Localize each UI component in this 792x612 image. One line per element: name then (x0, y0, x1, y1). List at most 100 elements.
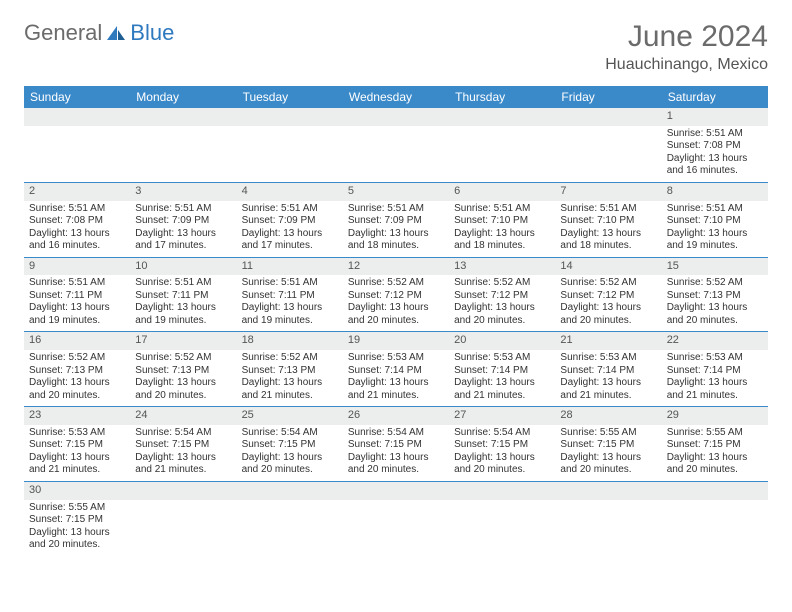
day-cell (343, 481, 449, 555)
day-number: 16 (24, 332, 130, 350)
sunset-line: Sunset: 7:15 PM (454, 439, 550, 452)
day-cell: 15Sunrise: 5:52 AMSunset: 7:13 PMDayligh… (662, 257, 768, 332)
col-saturday: Saturday (662, 86, 768, 108)
day-cell: 3Sunrise: 5:51 AMSunset: 7:09 PMDaylight… (130, 182, 236, 257)
day-number (130, 482, 236, 500)
day-number: 26 (343, 407, 449, 425)
sunset-line: Sunset: 7:08 PM (667, 140, 763, 153)
col-tuesday: Tuesday (237, 86, 343, 108)
daylight-line: Daylight: 13 hours and 18 minutes. (348, 228, 444, 253)
sunset-line: Sunset: 7:12 PM (560, 290, 656, 303)
daylight-line: Daylight: 13 hours and 20 minutes. (29, 527, 125, 552)
day-cell: 13Sunrise: 5:52 AMSunset: 7:12 PMDayligh… (449, 257, 555, 332)
sunrise-line: Sunrise: 5:52 AM (560, 277, 656, 290)
daylight-line: Daylight: 13 hours and 21 minutes. (242, 377, 338, 402)
day-cell: 14Sunrise: 5:52 AMSunset: 7:12 PMDayligh… (555, 257, 661, 332)
sunrise-line: Sunrise: 5:55 AM (29, 502, 125, 515)
day-cell: 11Sunrise: 5:51 AMSunset: 7:11 PMDayligh… (237, 257, 343, 332)
sunset-line: Sunset: 7:09 PM (135, 215, 231, 228)
day-number: 24 (130, 407, 236, 425)
day-number (237, 482, 343, 500)
sunrise-line: Sunrise: 5:55 AM (667, 427, 763, 440)
day-cell (237, 108, 343, 182)
week-row: 9Sunrise: 5:51 AMSunset: 7:11 PMDaylight… (24, 257, 768, 332)
location-label: Huauchinango, Mexico (605, 56, 768, 74)
day-cell (24, 108, 130, 182)
day-cell (662, 481, 768, 555)
sunset-line: Sunset: 7:15 PM (29, 439, 125, 452)
sunrise-line: Sunrise: 5:54 AM (135, 427, 231, 440)
sunrise-line: Sunrise: 5:51 AM (348, 203, 444, 216)
day-cell: 17Sunrise: 5:52 AMSunset: 7:13 PMDayligh… (130, 332, 236, 407)
brand-logo: General Blue (24, 20, 174, 46)
header: General Blue June 2024 Huauchinango, Mex… (24, 20, 768, 74)
daylight-line: Daylight: 13 hours and 18 minutes. (454, 228, 550, 253)
daylight-line: Daylight: 13 hours and 19 minutes. (667, 228, 763, 253)
day-number: 19 (343, 332, 449, 350)
week-row: 2Sunrise: 5:51 AMSunset: 7:08 PMDaylight… (24, 182, 768, 257)
sunrise-line: Sunrise: 5:54 AM (242, 427, 338, 440)
day-number: 7 (555, 183, 661, 201)
sunrise-line: Sunrise: 5:51 AM (242, 203, 338, 216)
daylight-line: Daylight: 13 hours and 16 minutes. (667, 153, 763, 178)
day-cell (449, 108, 555, 182)
sunrise-line: Sunrise: 5:52 AM (667, 277, 763, 290)
day-cell: 19Sunrise: 5:53 AMSunset: 7:14 PMDayligh… (343, 332, 449, 407)
daylight-line: Daylight: 13 hours and 16 minutes. (29, 228, 125, 253)
daylight-line: Daylight: 13 hours and 20 minutes. (560, 302, 656, 327)
day-number: 9 (24, 258, 130, 276)
sunset-line: Sunset: 7:13 PM (135, 365, 231, 378)
month-title: June 2024 (605, 20, 768, 54)
sunset-line: Sunset: 7:08 PM (29, 215, 125, 228)
day-number: 2 (24, 183, 130, 201)
sunrise-line: Sunrise: 5:52 AM (348, 277, 444, 290)
sunset-line: Sunset: 7:12 PM (348, 290, 444, 303)
day-number: 20 (449, 332, 555, 350)
sunrise-line: Sunrise: 5:51 AM (135, 277, 231, 290)
day-number: 17 (130, 332, 236, 350)
sunrise-line: Sunrise: 5:51 AM (135, 203, 231, 216)
day-number: 29 (662, 407, 768, 425)
daylight-line: Daylight: 13 hours and 20 minutes. (348, 452, 444, 477)
sunrise-line: Sunrise: 5:53 AM (560, 352, 656, 365)
day-number (555, 482, 661, 500)
day-number (449, 482, 555, 500)
sunset-line: Sunset: 7:10 PM (454, 215, 550, 228)
day-number: 15 (662, 258, 768, 276)
sunrise-line: Sunrise: 5:55 AM (560, 427, 656, 440)
day-number (662, 482, 768, 500)
sunrise-line: Sunrise: 5:51 AM (29, 277, 125, 290)
day-cell: 28Sunrise: 5:55 AMSunset: 7:15 PMDayligh… (555, 407, 661, 482)
day-number: 28 (555, 407, 661, 425)
daylight-line: Daylight: 13 hours and 19 minutes. (29, 302, 125, 327)
sunrise-line: Sunrise: 5:51 AM (560, 203, 656, 216)
sunset-line: Sunset: 7:15 PM (667, 439, 763, 452)
day-cell: 2Sunrise: 5:51 AMSunset: 7:08 PMDaylight… (24, 182, 130, 257)
daylight-line: Daylight: 13 hours and 17 minutes. (135, 228, 231, 253)
daylight-line: Daylight: 13 hours and 20 minutes. (29, 377, 125, 402)
day-cell: 5Sunrise: 5:51 AMSunset: 7:09 PMDaylight… (343, 182, 449, 257)
sunset-line: Sunset: 7:13 PM (29, 365, 125, 378)
sunset-line: Sunset: 7:11 PM (29, 290, 125, 303)
day-cell: 9Sunrise: 5:51 AMSunset: 7:11 PMDaylight… (24, 257, 130, 332)
day-number: 14 (555, 258, 661, 276)
sunset-line: Sunset: 7:09 PM (242, 215, 338, 228)
sunset-line: Sunset: 7:15 PM (560, 439, 656, 452)
day-number: 4 (237, 183, 343, 201)
day-number (343, 482, 449, 500)
day-cell: 16Sunrise: 5:52 AMSunset: 7:13 PMDayligh… (24, 332, 130, 407)
sunset-line: Sunset: 7:11 PM (242, 290, 338, 303)
calendar-body: 1Sunrise: 5:51 AMSunset: 7:08 PMDaylight… (24, 108, 768, 556)
day-number: 18 (237, 332, 343, 350)
day-number: 8 (662, 183, 768, 201)
sunrise-line: Sunrise: 5:53 AM (667, 352, 763, 365)
daylight-line: Daylight: 13 hours and 20 minutes. (667, 452, 763, 477)
daylight-line: Daylight: 13 hours and 19 minutes. (135, 302, 231, 327)
sunset-line: Sunset: 7:15 PM (242, 439, 338, 452)
sunset-line: Sunset: 7:12 PM (454, 290, 550, 303)
sunrise-line: Sunrise: 5:51 AM (242, 277, 338, 290)
sunrise-line: Sunrise: 5:52 AM (454, 277, 550, 290)
brand-part2: Blue (130, 20, 174, 46)
day-cell: 10Sunrise: 5:51 AMSunset: 7:11 PMDayligh… (130, 257, 236, 332)
day-cell: 8Sunrise: 5:51 AMSunset: 7:10 PMDaylight… (662, 182, 768, 257)
